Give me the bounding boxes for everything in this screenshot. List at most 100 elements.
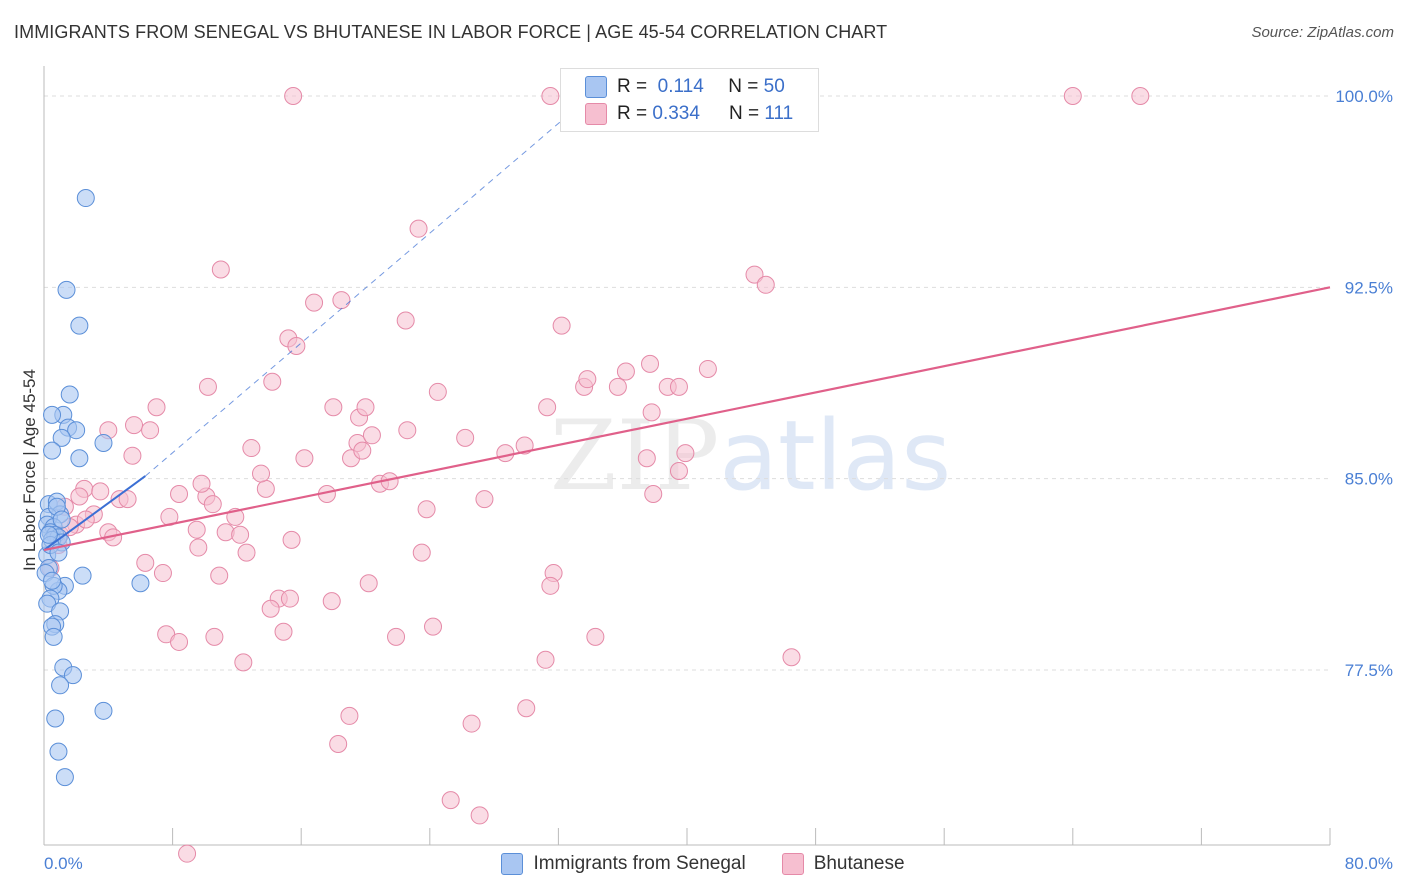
senegal-point [131,574,150,593]
senegal-point [51,676,70,695]
bhutanese-point [125,416,144,435]
bhutanese-trend-line [43,286,1331,552]
bhutanese-point [552,316,571,335]
bhutanese-point [541,87,560,105]
bhutanese-point [441,791,460,810]
senegal-point [44,627,63,646]
bhutanese-point [515,436,534,455]
senegal-point [43,441,62,460]
bhutanese-point [475,490,494,509]
trend-lines [43,95,1331,552]
bhutanese-point [274,622,293,641]
bhutanese-point [192,474,211,493]
bhutanese-point [170,484,189,503]
legend-item-bhutanese[interactable]: Bhutanese [781,853,905,875]
bhutanese-point [428,382,447,401]
senegal-point [70,316,89,335]
bhutanese-point [676,444,695,463]
bhutanese-point [517,699,536,718]
bhutanese-point [412,543,431,562]
senegal-point [63,666,82,685]
y-tick-label: 100.0% [1335,87,1393,106]
legend-r-label: R = [617,76,648,97]
bhutanese-point [153,564,172,583]
bhutanese-point [234,653,253,672]
senegal-point [39,525,58,544]
senegal-point [52,510,71,529]
legend-row-senegal: R = 0.114 N = 50 [585,75,785,99]
bhutanese-point [470,806,489,825]
bhutanese-point [322,592,341,611]
senegal-point [57,280,76,299]
senegal-point [55,768,74,787]
senegal-point [76,189,95,208]
bhutanese-point [280,589,299,608]
senegal-points [36,189,150,787]
senegal-point [60,385,79,404]
bhutanese-point [462,714,481,733]
bhutanese-point [211,260,230,279]
x-tick-label: 80.0% [1345,854,1393,873]
bhutanese-point [387,627,406,646]
bhutanese-point [756,275,775,294]
bhutanese-point [242,439,261,458]
bhutanese-point [669,377,688,396]
bhutanese-point [231,525,250,544]
senegal-point [94,433,113,452]
legend-row-bhutanese: R = 0.334 N = 111 [585,102,793,126]
bhutanese-point [170,632,189,651]
chart-source: Source: ZipAtlas.com [1251,24,1394,41]
bhutanese-point [256,479,275,498]
axes [43,66,1331,846]
bhutanese-point [332,291,351,310]
bhutanese-point [203,495,222,514]
bhutanese-point [70,487,89,506]
bhutanese-point [578,370,597,389]
bhutanese-point [396,311,415,330]
senegal-trend-extension [144,95,591,477]
bhutanese-point [252,464,271,483]
legend-r-value: 0.334 [652,103,700,124]
bhutanese-point [417,500,436,519]
senegal-point [46,709,65,728]
legend-item-senegal[interactable]: Immigrants from Senegal [501,853,746,875]
legend-swatch-blue [501,853,524,875]
bhutanese-point [456,428,475,447]
senegal-point [73,566,92,585]
legend-swatch-blue [585,76,607,98]
bhutanese-point [147,398,166,417]
bhutanese-point [91,482,110,501]
bhutanese-point [616,362,635,381]
senegal-trend-line [43,475,146,551]
bhutanese-point [123,446,142,465]
bhutanese-point [178,844,197,863]
bhutanese-point [118,490,137,509]
senegal-point [43,405,62,424]
bhutanese-point [356,398,375,417]
bhutanese-point [329,734,348,753]
bhutanese-point [136,553,155,572]
bhutanese-point [205,627,224,646]
bhutanese-point [282,530,301,549]
bhutanese-point [340,706,359,725]
bhutanese-point [141,421,160,440]
bhutanese-point [536,650,555,669]
x-tick-label: 0.0% [44,854,83,873]
bhutanese-point [187,520,206,539]
senegal-point [52,428,71,447]
senegal-point [49,742,68,761]
senegal-point [67,421,86,440]
legend-r-value: 0.114 [657,76,704,97]
senegal-point [70,449,89,468]
bhutanese-point [284,87,303,105]
y-tick-label: 77.5% [1345,661,1393,680]
bhutanese-point [642,403,661,422]
bhutanese-point [1131,87,1150,105]
bhutanese-point [359,574,378,593]
chart-title: IMMIGRANTS FROM SENEGAL VS BHUTANESE IN … [14,22,888,42]
bhutanese-point [644,484,663,503]
bhutanese-point [1063,87,1082,105]
bhutanese-point [608,377,627,396]
bhutanese-point [782,648,801,667]
